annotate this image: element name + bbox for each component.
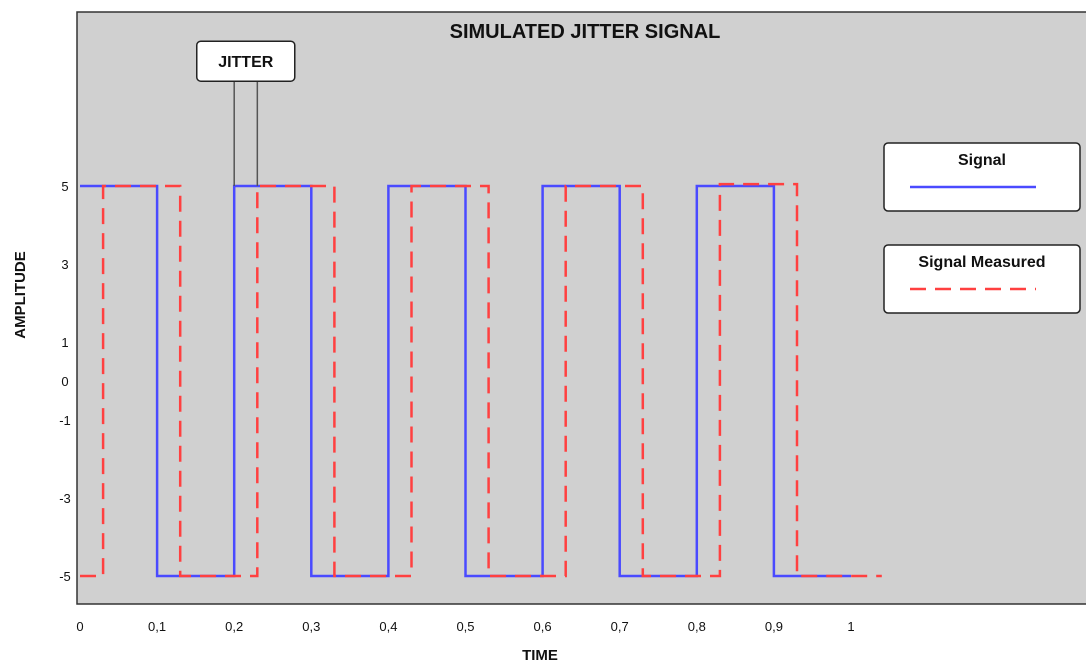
y-tick-label: -3: [59, 491, 71, 506]
legend-box: [883, 244, 1081, 314]
y-tick-label: 0: [61, 374, 68, 389]
x-tick-label: 0,6: [534, 619, 552, 634]
y-tick-label: 1: [61, 335, 68, 350]
x-tick-label: 0,8: [688, 619, 706, 634]
y-axis-ticks: 5 3 1 0 -1 -3 -5: [59, 179, 71, 584]
x-tick-label: 0,5: [456, 619, 474, 634]
x-axis-ticks: 0 0,1 0,2 0,3 0,4 0,5 0,6 0,7 0,8 0,9 1: [76, 619, 854, 634]
legend: Signal Signal Measured: [883, 142, 1081, 314]
x-tick-label: 0,2: [225, 619, 243, 634]
annotation-layer: JITTER: [196, 40, 296, 186]
y-tick-label: -1: [59, 413, 71, 428]
x-tick-label: 0,1: [148, 619, 166, 634]
legend-label: Signal Measured: [918, 254, 1045, 271]
legend-box: [883, 142, 1081, 212]
y-tick-label: 3: [61, 257, 68, 272]
y-axis-label: AMPLITUDE: [12, 251, 29, 339]
x-tick-label: 0,9: [765, 619, 783, 634]
signal-line: [80, 184, 851, 578]
series-layer: [80, 182, 882, 578]
y-tick-label: 5: [61, 179, 68, 194]
x-tick-label: 0,4: [379, 619, 397, 634]
chart-title: SIMULATED JITTER SIGNAL: [450, 21, 721, 43]
jitter-callout-box: [196, 40, 296, 82]
jitter-callout-label: JITTER: [218, 54, 274, 71]
legend-label: Signal: [958, 152, 1006, 169]
signal-measured-line: [80, 182, 882, 578]
x-tick-label: 0,3: [302, 619, 320, 634]
x-tick-label: 1: [847, 619, 854, 634]
y-tick-label: -5: [59, 569, 71, 584]
x-tick-label: 0: [76, 619, 83, 634]
x-tick-label: 0,7: [611, 619, 629, 634]
x-axis-label: TIME: [522, 647, 558, 664]
